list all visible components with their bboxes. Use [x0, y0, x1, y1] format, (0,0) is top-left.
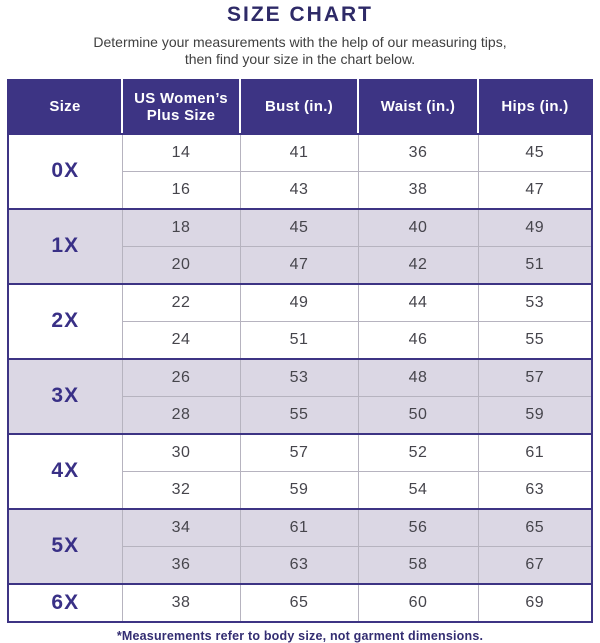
cell-0x-bust: 41 — [239, 133, 359, 172]
cell-3x-bust: 53 — [239, 358, 359, 397]
cell-1x-waist: 40 — [357, 208, 479, 247]
cell-6x-hips: 69 — [477, 583, 593, 623]
cell-4x-bust: 57 — [239, 433, 359, 472]
cell-1x-bust: 47 — [239, 245, 359, 285]
cell-5x-plus-size: 36 — [121, 545, 241, 585]
size-chart-table: Size US Women’s Plus Size Bust (in.) Waist … — [7, 78, 593, 623]
cell-3x-hips: 57 — [477, 358, 593, 397]
size-label-1x: 1X — [7, 208, 123, 285]
cell-4x-bust: 59 — [239, 470, 359, 510]
cell-2x-hips: 53 — [477, 283, 593, 322]
cell-1x-plus-size: 20 — [121, 245, 241, 285]
size-label-4x: 4X — [7, 433, 123, 510]
column-header-size: Size — [8, 79, 123, 135]
cell-1x-bust: 45 — [239, 208, 359, 247]
cell-2x-bust: 49 — [239, 283, 359, 322]
cell-4x-plus-size: 30 — [121, 433, 241, 472]
cell-2x-waist: 44 — [357, 283, 479, 322]
size-label-0x: 0X — [7, 133, 123, 210]
cell-5x-hips: 67 — [477, 545, 593, 585]
cell-3x-hips: 59 — [477, 395, 593, 435]
cell-0x-plus-size: 16 — [121, 170, 241, 210]
footnote: *Measurements refer to body size, not ga… — [116, 628, 484, 643]
size-label-2x: 2X — [7, 283, 123, 360]
cell-2x-plus-size: 24 — [121, 320, 241, 360]
cell-5x-waist: 58 — [357, 545, 479, 585]
cell-0x-plus-size: 14 — [121, 133, 241, 172]
column-header-us-women-s-plus-size: US Women’s Plus Size — [122, 79, 241, 135]
table-row: 36 63 58 67 — [8, 545, 593, 585]
table-row: 5X 34 61 56 65 — [7, 508, 593, 585]
cell-5x-hips: 65 — [477, 508, 593, 547]
page-title: SIZE CHART — [227, 3, 373, 26]
subtitle-line-2: then find your size in the chart below. — [184, 50, 416, 67]
size-group-0x: 0X 14 41 36 45 16 43 38 47 — [7, 133, 593, 210]
cell-1x-hips: 51 — [477, 245, 593, 285]
size-group-1x: 1X 18 45 40 49 20 47 42 51 — [7, 208, 593, 285]
cell-0x-hips: 47 — [477, 170, 593, 210]
cell-6x-plus-size: 38 — [121, 583, 241, 623]
size-group-4x: 4X 30 57 52 61 32 59 54 63 — [7, 433, 593, 510]
cell-1x-waist: 42 — [357, 245, 479, 285]
cell-2x-hips: 55 — [477, 320, 593, 360]
subtitle-line-1: Determine your measurements with the hel… — [93, 34, 507, 50]
cell-3x-bust: 55 — [239, 395, 359, 435]
size-group-2x: 2X 22 49 44 53 24 51 46 55 — [7, 283, 593, 360]
cell-4x-hips: 63 — [477, 470, 593, 510]
cell-4x-hips: 61 — [477, 433, 593, 472]
cell-5x-waist: 56 — [357, 508, 479, 547]
table-row: 1X 18 45 40 49 — [7, 208, 593, 285]
cell-2x-waist: 46 — [357, 320, 479, 360]
cell-0x-bust: 43 — [239, 170, 359, 210]
table-row: 16 43 38 47 — [8, 170, 593, 210]
cell-5x-plus-size: 34 — [121, 508, 241, 547]
table-row: 32 59 54 63 — [8, 470, 593, 510]
table-row: 2X 22 49 44 53 — [7, 283, 593, 360]
table-row: 4X 30 57 52 61 — [7, 433, 593, 510]
header-row: Size US Women’s Plus Size Bust (in.) Waist … — [8, 79, 592, 135]
cell-2x-bust: 51 — [239, 320, 359, 360]
column-header-hips-in: Hips (in.) — [478, 79, 592, 135]
table-header: Size US Women’s Plus Size Bust (in.) Waist … — [8, 79, 592, 135]
subtitle: Determine your measurements with the hel… — [0, 34, 600, 68]
cell-3x-plus-size: 26 — [121, 358, 241, 397]
size-group-5x: 5X 34 61 56 65 36 63 58 67 — [7, 508, 593, 585]
size-label-6x: 6X — [7, 583, 123, 623]
cell-4x-plus-size: 32 — [121, 470, 241, 510]
column-header-bust-in: Bust (in.) — [240, 79, 359, 135]
table-row: 3X 26 53 48 57 — [7, 358, 593, 435]
cell-3x-plus-size: 28 — [121, 395, 241, 435]
cell-3x-waist: 50 — [357, 395, 479, 435]
cell-5x-bust: 61 — [239, 508, 359, 547]
cell-5x-bust: 63 — [239, 545, 359, 585]
table-row: 24 51 46 55 — [8, 320, 593, 360]
size-label-3x: 3X — [7, 358, 123, 435]
cell-4x-waist: 54 — [357, 470, 479, 510]
cell-6x-waist: 60 — [357, 583, 479, 623]
size-chart-page: SIZE CHART Determine your measurements w… — [0, 3, 600, 643]
column-header-waist-in: Waist (in.) — [358, 79, 479, 135]
size-group-3x: 3X 26 53 48 57 28 55 50 59 — [7, 358, 593, 435]
cell-0x-waist: 36 — [357, 133, 479, 172]
size-label-5x: 5X — [7, 508, 123, 585]
cell-1x-hips: 49 — [477, 208, 593, 247]
table-row: 6X 38 65 60 69 — [7, 583, 593, 623]
size-group-6x: 6X 38 65 60 69 — [7, 583, 593, 623]
cell-2x-plus-size: 22 — [121, 283, 241, 322]
table-row: 20 47 42 51 — [8, 245, 593, 285]
cell-0x-waist: 38 — [357, 170, 479, 210]
cell-0x-hips: 45 — [477, 133, 593, 172]
cell-3x-waist: 48 — [357, 358, 479, 397]
table-row: 0X 14 41 36 45 — [7, 133, 593, 210]
cell-6x-bust: 65 — [239, 583, 359, 623]
cell-4x-waist: 52 — [357, 433, 479, 472]
cell-1x-plus-size: 18 — [121, 208, 241, 247]
table-row: 28 55 50 59 — [8, 395, 593, 435]
